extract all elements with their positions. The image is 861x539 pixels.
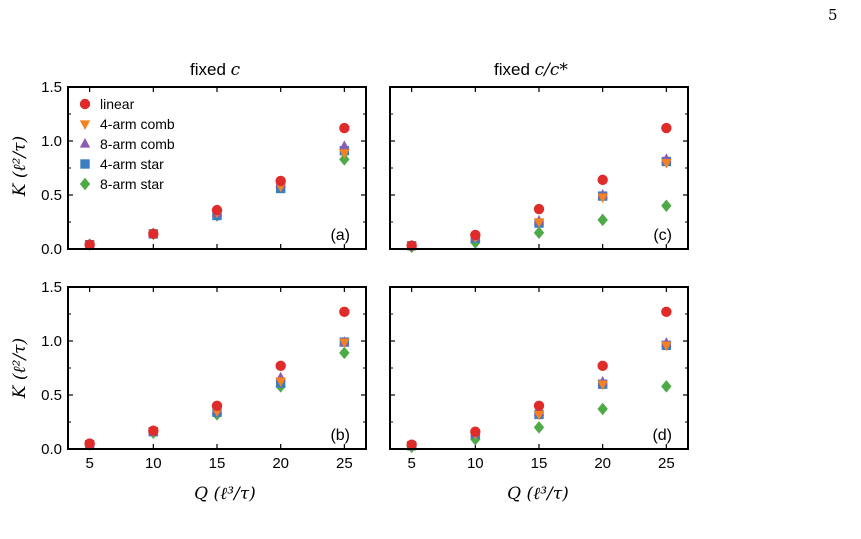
data-point-8-arm-star: [597, 402, 608, 416]
y-axis-label: K (ℓ²/τ): [10, 338, 30, 399]
data-point-linear: [84, 438, 95, 449]
data-point-4-arm-comb: [597, 193, 608, 204]
data-point-linear: [211, 204, 223, 216]
y-tick-label: 1.0: [41, 133, 62, 150]
column-title-prefix: fixed: [494, 60, 535, 79]
panel-frame: [67, 86, 367, 250]
data-point-4-arm-comb: [339, 149, 350, 159]
panel-label: (d): [652, 427, 672, 444]
data-point-linear: [339, 306, 350, 318]
legend: linear 4-arm comb 8-arm comb 4-arm star 8-ar…: [79, 96, 175, 192]
data-point-linear: [661, 122, 672, 134]
panel-a: 0.0 0.5 1.0 1.5 (a): [41, 79, 367, 258]
x-tick-label: 15: [209, 455, 226, 472]
panel-label: (a): [330, 227, 350, 244]
column-title-prefix: fixed: [190, 60, 231, 79]
x-tick-label: 20: [272, 455, 289, 472]
panel-label: (c): [653, 227, 672, 244]
data-point-4-arm-comb: [661, 158, 672, 169]
legend-marker-4-arm-star: [80, 159, 90, 169]
data-point-linear: [148, 228, 159, 240]
y-tick-label: 1.5: [41, 279, 62, 296]
data-point-linear: [148, 425, 159, 436]
column-title-fixed-c-over-cstar: fixed c/c*: [494, 60, 568, 80]
panel-c: (c): [389, 86, 689, 254]
data-point-8-arm-star: [661, 380, 672, 393]
y-tick-label: 0.0: [41, 441, 62, 458]
legend-marker-8-arm-comb: [79, 138, 91, 148]
legend-label: 4-arm comb: [100, 116, 175, 132]
data-point-4-arm-comb: [275, 377, 286, 387]
y-tick-label: 1.0: [41, 333, 62, 350]
panel-frame: [389, 86, 689, 250]
data-point-8-arm-star: [339, 346, 350, 360]
x-tick-label: 5: [85, 455, 93, 472]
x-tick-label: 10: [467, 455, 484, 472]
legend-marker-8-arm-star: [79, 177, 91, 191]
data-point-4-arm-comb: [339, 338, 350, 349]
y-tick-label: 0.5: [41, 187, 62, 204]
data-point-linear: [84, 239, 95, 250]
data-point-8-arm-star: [339, 153, 350, 166]
y-tick-label: 0.0: [41, 241, 62, 258]
data-point-linear: [275, 360, 286, 372]
data-point-8-arm-comb: [339, 140, 350, 151]
y-tick-label: 1.5: [41, 79, 62, 96]
data-point-8-arm-star: [533, 226, 545, 240]
legend-marker-linear: [79, 98, 91, 110]
y-axis-label: K (ℓ²/τ): [10, 136, 30, 197]
x-axis-label: Q (ℓ³/τ): [194, 484, 256, 504]
data-point-linear: [275, 175, 286, 187]
panel-label: (b): [330, 427, 350, 444]
x-tick-label: 5: [407, 455, 415, 472]
legend-label: linear: [100, 96, 135, 112]
x-tick-label: 20: [594, 455, 611, 472]
data-point-linear: [211, 400, 223, 411]
panel-d: 5 10 15 20 25 (d): [389, 286, 689, 472]
legend-marker-4-arm-comb: [79, 120, 91, 130]
data-point-linear: [406, 439, 417, 450]
page-number: 5: [828, 6, 838, 24]
data-point-linear: [661, 306, 672, 318]
data-point-4-arm-comb: [533, 410, 545, 421]
x-axis-label: Q (ℓ³/τ): [507, 484, 569, 504]
column-title-math: c/c*: [534, 60, 568, 80]
data-point-8-arm-star: [533, 421, 545, 434]
column-title-math: c: [230, 60, 241, 80]
data-point-linear: [339, 122, 350, 134]
x-tick-label: 25: [658, 455, 675, 472]
legend-label: 4-arm star: [100, 156, 164, 172]
data-point-8-arm-star: [661, 199, 672, 213]
data-point-linear: [470, 229, 481, 241]
data-point-linear: [533, 203, 545, 215]
x-tick-label: 25: [336, 455, 353, 472]
panel-b: 5 10 15 20 25 0.0 0.5 1.0 1.5 (b): [41, 279, 367, 472]
y-tick-label: 0.5: [41, 387, 62, 404]
data-point-linear: [533, 400, 545, 411]
x-tick-label: 15: [531, 455, 548, 472]
data-point-linear: [597, 360, 608, 372]
data-point-linear: [597, 174, 608, 186]
data-point-linear: [470, 426, 481, 437]
panel-frame: [67, 286, 367, 450]
column-title-fixed-c: fixed c: [190, 60, 240, 80]
data-point-4-arm-comb: [533, 218, 545, 228]
data-point-4-arm-comb: [597, 380, 608, 391]
data-point-8-arm-star: [597, 213, 608, 227]
legend-label: 8-arm star: [100, 176, 164, 192]
panel-frame: [389, 286, 689, 450]
x-tick-label: 10: [145, 455, 162, 472]
legend-label: 8-arm comb: [100, 136, 175, 152]
data-point-4-arm-comb: [661, 341, 672, 352]
